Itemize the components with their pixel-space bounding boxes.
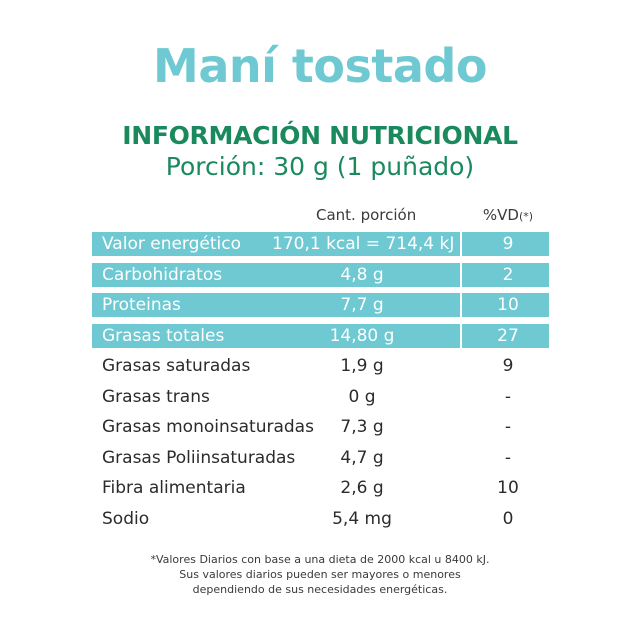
- nutrient-amount: 2,6 g: [340, 478, 384, 498]
- row-divider: [460, 262, 462, 287]
- nutrition-row: Carbohidratos 4,8 g 2: [92, 261, 549, 292]
- nutrient-vd: -: [504, 417, 512, 437]
- nutrient-vd: 9: [502, 234, 514, 254]
- nutrient-name: Carbohidratos: [102, 264, 223, 285]
- nutrient-vd: 0: [502, 508, 514, 529]
- row-highlight-band: [92, 232, 549, 256]
- row-highlight-band: [92, 262, 549, 287]
- nutrition-row: Grasas monoinsaturadas 7,3 g -: [92, 413, 549, 444]
- nutrition-table: Valor energético 170,1 kcal = 714,4 kJ 9 Ca…: [92, 230, 549, 535]
- nutrition-row: Fibra alimentaria 2,6 g 10: [92, 474, 549, 505]
- nutrient-name: Valor energético: [102, 234, 242, 254]
- nutrient-name: Grasas saturadas: [102, 356, 251, 376]
- row-highlight-band: [92, 323, 549, 348]
- nutrient-name: Grasas trans: [102, 386, 210, 407]
- nutrient-amount: 170,1 kcal = 714,4 kJ: [272, 234, 455, 254]
- nutrient-amount: 4,8 g: [340, 264, 384, 285]
- nutrition-row: Grasas saturadas 1,9 g 9: [92, 352, 549, 383]
- nutrition-row: Sodio 5,4 mg 0: [92, 505, 549, 536]
- row-divider: [460, 232, 462, 256]
- nutrient-amount: 7,7 g: [340, 295, 384, 315]
- nutrient-name: Sodio: [102, 508, 150, 529]
- column-header-vd-mark: (*): [518, 210, 534, 223]
- nutrition-heading: INFORMACIÓN NUTRICIONAL: [122, 121, 518, 150]
- product-title: Maní tostado: [153, 39, 487, 93]
- nutrition-row: Proteinas 7,7 g 10: [92, 291, 549, 322]
- nutrient-amount: 5,4 mg: [332, 508, 392, 529]
- nutrient-vd: 9: [502, 356, 514, 376]
- nutrient-vd: -: [504, 447, 512, 468]
- nutrient-amount: 1,9 g: [340, 356, 384, 376]
- nutrient-vd: -: [504, 386, 512, 407]
- nutrition-row: Grasas totales 14,80 g 27: [92, 322, 549, 353]
- column-header-amount: Cant. porción: [316, 206, 417, 224]
- row-highlight-band: [92, 293, 549, 317]
- footnote-line: dependiendo de sus necesidades energétic…: [192, 583, 448, 596]
- nutrient-amount: 14,80 g: [329, 325, 395, 346]
- nutrition-row: Grasas Poliinsaturadas 4,7 g -: [92, 444, 549, 475]
- nutrient-name: Proteinas: [102, 295, 181, 315]
- nutrient-name: Grasas monoinsaturadas: [102, 417, 314, 437]
- nutrient-vd: 2: [502, 264, 514, 285]
- footnote-line: *Valores Diarios con base a una dieta de…: [150, 553, 490, 566]
- nutrient-vd: 27: [497, 325, 519, 346]
- nutrient-amount: 4,7 g: [340, 447, 384, 468]
- row-divider: [460, 293, 462, 317]
- row-divider: [460, 323, 462, 348]
- footnote: *Valores Diarios con base a una dieta de…: [0, 552, 640, 597]
- nutrition-row: Valor energético 170,1 kcal = 714,4 kJ 9: [92, 230, 549, 261]
- nutrient-name: Grasas totales: [102, 325, 225, 346]
- nutrient-vd: 10: [497, 295, 519, 315]
- footnote-line: Sus valores diarios pueden ser mayores o…: [179, 568, 461, 581]
- column-header-vd: %VD(*): [478, 205, 538, 227]
- column-header-vd-label: %VD: [482, 206, 519, 224]
- nutrient-vd: 10: [497, 478, 519, 498]
- nutrient-amount: 0 g: [348, 386, 376, 407]
- nutrient-name: Fibra alimentaria: [102, 478, 246, 498]
- portion-size: Porción: 30 g (1 puñado): [165, 152, 475, 181]
- nutrient-amount: 7,3 g: [340, 417, 384, 437]
- nutrition-row: Grasas trans 0 g -: [92, 383, 549, 414]
- nutrient-name: Grasas Poliinsaturadas: [102, 447, 296, 468]
